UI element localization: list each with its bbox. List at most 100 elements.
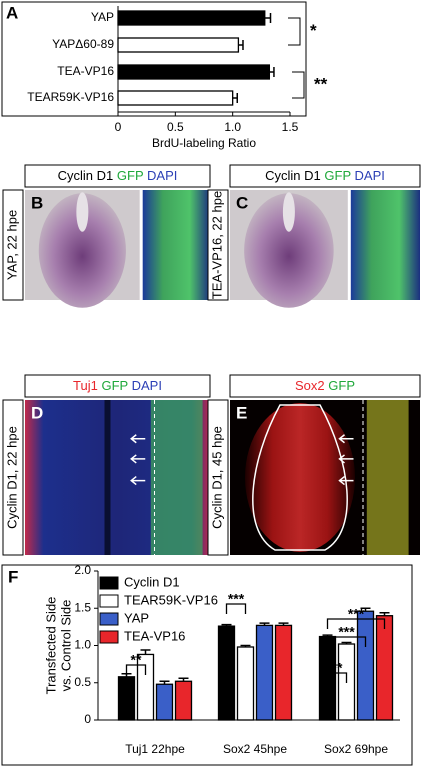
bar bbox=[255, 624, 274, 721]
significance-label: *** bbox=[228, 591, 245, 607]
side-label: TEA-VP16, 22 hpe bbox=[209, 191, 224, 299]
panel-letter: B bbox=[31, 193, 43, 212]
error-bar bbox=[264, 13, 272, 23]
x-tick-label: 1.0 bbox=[224, 120, 241, 134]
bar bbox=[274, 624, 293, 721]
significance-label: ** bbox=[314, 74, 328, 93]
bar bbox=[375, 615, 394, 721]
x-tick-label: 0 bbox=[115, 120, 122, 134]
x-tick-label: 1.5 bbox=[282, 120, 299, 134]
significance-label: ** bbox=[332, 660, 343, 676]
header-box bbox=[24, 374, 211, 398]
x-axis-label: BrdU-labeling Ratio bbox=[152, 136, 256, 150]
micrograph-tissue bbox=[245, 403, 355, 552]
y-tick-label: 1.5 bbox=[74, 600, 91, 614]
header-word: Tuj1 bbox=[73, 378, 98, 393]
significance-label: *** bbox=[348, 606, 365, 622]
header-word: Cyclin D1 bbox=[265, 168, 321, 183]
bar bbox=[155, 683, 174, 721]
x-tick-label: 0.5 bbox=[167, 120, 184, 134]
legend-swatch bbox=[99, 576, 119, 590]
plot-frame bbox=[1, 1, 307, 117]
micrograph-canal bbox=[282, 192, 295, 232]
micrograph-gfp bbox=[366, 400, 409, 555]
side-label-box bbox=[207, 189, 229, 301]
legend-label: YAP bbox=[124, 610, 149, 625]
micrograph-canal bbox=[76, 192, 89, 232]
significance-label: * bbox=[310, 21, 317, 40]
plot-frame bbox=[1, 564, 413, 766]
micrograph bbox=[142, 190, 210, 300]
side-label-box bbox=[2, 189, 24, 301]
side-label: YAP, 22 hpe bbox=[4, 210, 19, 280]
side-label: Cyclin D1, 45 hpe bbox=[209, 426, 224, 529]
arrow bbox=[338, 476, 354, 486]
significance-label: *** bbox=[338, 624, 355, 640]
significance-bracket bbox=[125, 664, 147, 675]
y-tick-label: YAPΔ60-89 bbox=[52, 37, 114, 51]
header-box bbox=[229, 164, 421, 188]
panel-header: Tuj1 GFP DAPI bbox=[73, 378, 162, 393]
y-tick-label: 0.5 bbox=[74, 675, 91, 689]
bar bbox=[117, 37, 240, 53]
legend-swatch bbox=[99, 612, 119, 626]
panel-header: Sox2 GFP bbox=[295, 378, 355, 393]
header-word: DAPI bbox=[355, 168, 385, 183]
y-tick-label: TEAR59K-VP16 bbox=[27, 90, 114, 104]
arrow bbox=[130, 434, 146, 444]
outline bbox=[252, 404, 348, 551]
error-bar bbox=[238, 40, 244, 50]
header-word: GFP bbox=[328, 378, 355, 393]
bar bbox=[117, 90, 234, 106]
y-tick-label: 2.0 bbox=[74, 563, 91, 577]
side-label-box bbox=[2, 399, 24, 556]
bar bbox=[117, 676, 136, 721]
significance-bracket bbox=[225, 603, 247, 614]
micrograph bbox=[350, 190, 420, 300]
error-bar bbox=[140, 649, 151, 655]
y-axis-label: Transfected Side bbox=[43, 597, 58, 695]
arrow bbox=[130, 476, 146, 486]
significance-bracket bbox=[326, 618, 386, 629]
y-tick-label: 1.0 bbox=[74, 638, 91, 652]
micrograph-gfp bbox=[150, 400, 203, 555]
bar bbox=[217, 625, 236, 721]
significance-bracket bbox=[326, 672, 348, 683]
header-box bbox=[229, 374, 421, 398]
bar bbox=[236, 646, 255, 721]
y-tick-label: YAP bbox=[91, 10, 114, 24]
bar bbox=[117, 10, 266, 26]
side-label: Cyclin D1, 22 hpe bbox=[4, 426, 19, 529]
legend-swatch bbox=[99, 630, 119, 644]
significance-bracket bbox=[326, 636, 367, 647]
header-word: GFP bbox=[324, 168, 351, 183]
header-word: Cyclin D1 bbox=[58, 168, 114, 183]
error-bar bbox=[221, 623, 232, 627]
bar bbox=[117, 64, 271, 80]
side-label-box bbox=[207, 399, 229, 556]
panel-letter: C bbox=[236, 193, 248, 212]
x-tick-label: Sox2 45hpe bbox=[223, 742, 287, 756]
legend-swatch bbox=[99, 594, 119, 608]
significance-label: ** bbox=[131, 652, 142, 668]
error-bar bbox=[178, 677, 189, 682]
arrow bbox=[130, 454, 146, 464]
error-bar bbox=[240, 644, 251, 647]
header-word: GFP bbox=[101, 378, 128, 393]
header-word: DAPI bbox=[147, 168, 177, 183]
panel-letter: D bbox=[31, 403, 43, 422]
legend-label: Cyclin D1 bbox=[124, 574, 180, 589]
legend-label: TEAR59K-VP16 bbox=[124, 592, 218, 607]
header-word: GFP bbox=[117, 168, 144, 183]
micrograph-tissue bbox=[244, 193, 334, 308]
error-bar bbox=[159, 680, 170, 685]
panel-header: Cyclin D1 GFP DAPI bbox=[265, 168, 385, 183]
y-tick-label: TEA-VP16 bbox=[57, 64, 114, 78]
header-box bbox=[24, 164, 211, 188]
y-axis-label: vs. Control Side bbox=[58, 600, 73, 692]
error-bar bbox=[232, 93, 239, 103]
bar bbox=[356, 610, 375, 721]
x-tick-label: Tuj1 22hpe bbox=[125, 742, 185, 756]
error-bar bbox=[269, 67, 275, 77]
